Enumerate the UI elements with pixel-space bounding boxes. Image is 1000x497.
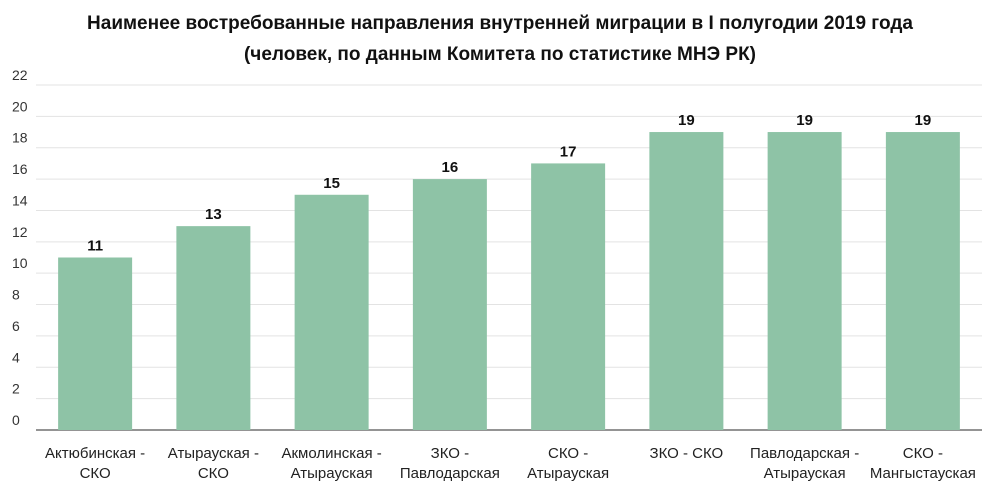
x-tick-label: Павлодарская [400, 465, 500, 482]
bar [412, 179, 487, 430]
x-tick-label: Атырауская [764, 465, 846, 482]
y-tick-label: 12 [12, 224, 28, 240]
y-tick-label: 14 [12, 192, 28, 208]
chart-title-block: Наименее востребованные направления внут… [0, 8, 1000, 70]
x-tick-label: СКО [80, 465, 111, 482]
y-tick-label: 18 [12, 130, 28, 146]
y-tick-label: 0 [12, 412, 20, 428]
y-tick-label: 16 [12, 161, 28, 177]
x-tick-label: ЗКО - СКО [650, 445, 724, 462]
data-label: 11 [87, 238, 103, 255]
y-tick-label: 10 [12, 255, 28, 271]
y-tick-label: 20 [12, 98, 28, 114]
data-labels: 11 13 15 16 17 19 19 19 [87, 112, 931, 254]
bar [58, 257, 133, 430]
data-label: 19 [915, 112, 932, 129]
x-tick-label: Павлодарская - [750, 445, 859, 462]
x-tick-label: Мангыстауская [870, 465, 976, 482]
y-tick-label: 8 [12, 287, 20, 303]
data-label: 13 [205, 206, 222, 223]
x-tick-label: Атырауская [527, 465, 609, 482]
x-tick-label: ЗКО - [431, 445, 469, 462]
y-tick-label: 22 [12, 67, 28, 83]
x-tick-label: Атырауская - [168, 445, 259, 462]
x-tick-label: Акмолинская - [281, 445, 381, 462]
y-axis-ticks: 0 2 4 6 8 10 12 14 16 18 20 22 [12, 67, 28, 428]
bar [885, 132, 960, 430]
x-tick-label: СКО - [548, 445, 588, 462]
x-tick-label: Актюбинская - [45, 445, 145, 462]
bar [531, 163, 606, 430]
y-tick-label: 4 [12, 349, 20, 365]
data-label: 19 [796, 112, 813, 129]
data-label: 17 [560, 143, 577, 160]
data-label: 16 [442, 159, 459, 176]
data-label: 19 [678, 112, 695, 129]
chart-subtitle: (человек, по данным Комитета по статисти… [243, 44, 756, 65]
bar [294, 194, 369, 430]
y-tick-label: 6 [12, 318, 20, 334]
y-tick-label: 2 [12, 381, 20, 397]
category-labels: Актюбинская - СКО Атырауская - СКО Акмолинск… [45, 445, 976, 482]
bar [767, 132, 842, 430]
data-label: 15 [323, 175, 340, 192]
x-tick-label: Атырауская [291, 465, 373, 482]
chart-title: Наименее востребованные направления внут… [87, 13, 913, 34]
bar [649, 132, 724, 430]
x-tick-label: СКО [198, 465, 229, 482]
bars [58, 132, 960, 430]
bar [176, 226, 251, 430]
x-tick-label: СКО - [903, 445, 943, 462]
